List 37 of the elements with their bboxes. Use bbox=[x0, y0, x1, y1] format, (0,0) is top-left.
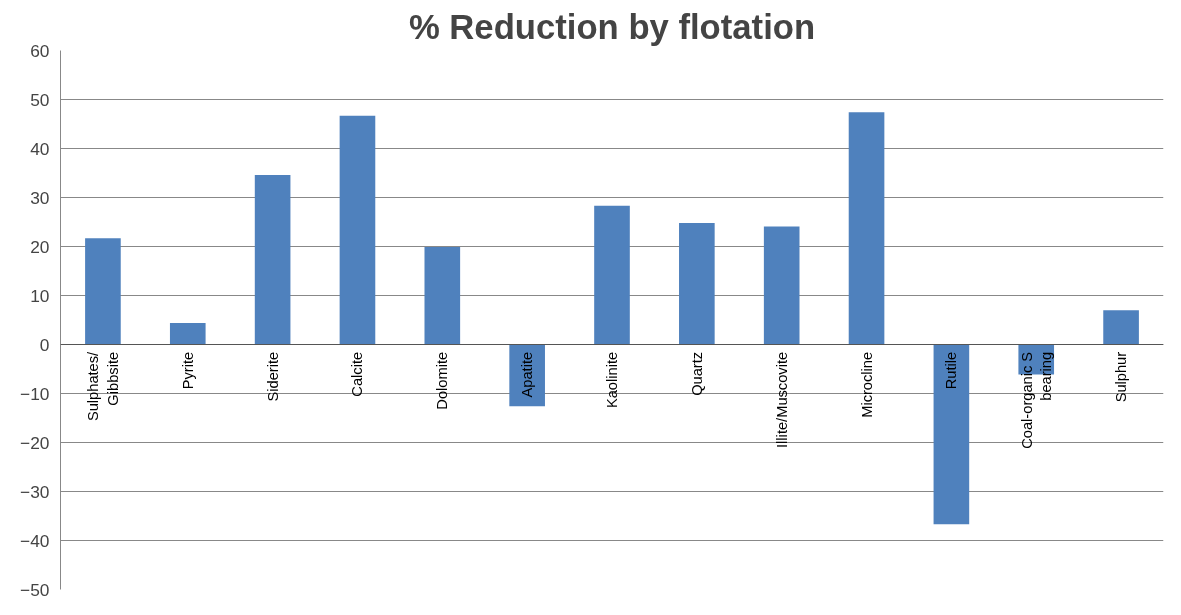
x-tick-label: Dolomite bbox=[434, 351, 451, 410]
x-tick-label: Illite/Muscovite bbox=[773, 351, 790, 448]
x-tick-label: Coal-organic S bearing bbox=[1018, 351, 1054, 449]
y-tick-label: 10 bbox=[30, 285, 50, 306]
bar bbox=[169, 322, 206, 345]
x-tick-label: Sulphur bbox=[1113, 351, 1130, 403]
y-tick-label: 40 bbox=[30, 138, 50, 159]
y-tick-label: 0 bbox=[39, 334, 50, 355]
bar bbox=[763, 226, 800, 345]
bar bbox=[85, 238, 121, 345]
x-tick-label: Microcline bbox=[858, 351, 875, 418]
x-tick-label: Sulphates/ Gibbsite bbox=[85, 350, 121, 422]
x-tick-label: Quartz bbox=[688, 351, 705, 396]
bar bbox=[848, 112, 885, 345]
y-tick-label: −40 bbox=[20, 530, 50, 551]
y-tick-label: 30 bbox=[30, 187, 50, 208]
bar bbox=[594, 205, 630, 345]
y-tick-label: 60 bbox=[30, 40, 50, 61]
bar bbox=[424, 246, 461, 345]
y-tick-label: −30 bbox=[20, 481, 50, 502]
x-tick-label: Apatite bbox=[519, 351, 536, 398]
y-tick-label: −50 bbox=[20, 579, 50, 600]
y-tick-label: 50 bbox=[30, 89, 50, 110]
x-tick-label: Pyrite bbox=[179, 351, 196, 390]
x-tick-label: Rutile bbox=[943, 351, 960, 390]
bar bbox=[679, 222, 715, 345]
chart-title: % Reduction by flotation bbox=[408, 7, 816, 46]
x-tick-label: Calcite bbox=[349, 351, 366, 397]
bar bbox=[339, 115, 376, 345]
bar bbox=[1103, 310, 1139, 345]
bar bbox=[254, 174, 291, 345]
y-tick-label: 20 bbox=[30, 236, 50, 257]
x-tick-label: Siderite bbox=[264, 351, 281, 402]
y-tick-label: −20 bbox=[20, 432, 50, 453]
bar bbox=[933, 344, 970, 525]
x-tick-label: Kaolinite bbox=[604, 351, 620, 409]
y-tick-label: −10 bbox=[20, 383, 50, 404]
